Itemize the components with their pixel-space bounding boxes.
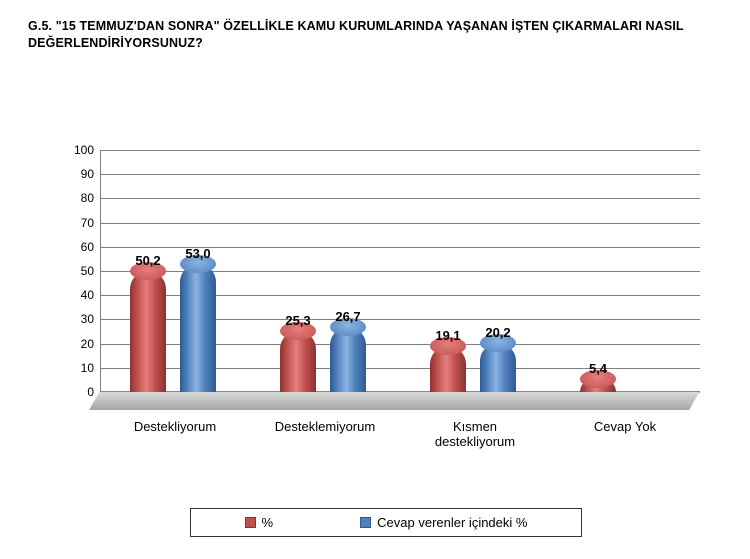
y-tick: 0: [87, 385, 94, 399]
y-tick: 80: [81, 191, 94, 205]
chart-title: G.5. "15 TEMMUZ'DAN SONRA" ÖZELLİKLE KAM…: [28, 18, 722, 52]
legend-swatch-1: [360, 517, 371, 528]
y-tick: 100: [74, 143, 94, 157]
bar-value-label: 19,1: [435, 328, 460, 343]
y-tick: 30: [81, 312, 94, 326]
y-tick: 20: [81, 337, 94, 351]
y-axis: 0102030405060708090100: [60, 150, 100, 410]
legend: % Cevap verenler içindeki %: [190, 508, 582, 537]
bar-value-label: 5,4: [589, 361, 607, 376]
legend-item-0: %: [245, 515, 274, 530]
y-tick: 40: [81, 288, 94, 302]
bar-chart: 0102030405060708090100 50,253,025,326,71…: [60, 150, 700, 410]
bar: 19,1: [430, 346, 466, 392]
grid-floor: [89, 391, 700, 410]
x-tick-label: Destekliyorum: [100, 420, 250, 435]
x-tick-label: Desteklemiyorum: [250, 420, 400, 435]
bar: 50,2: [130, 271, 166, 392]
bar-value-label: 25,3: [285, 313, 310, 328]
bar: 25,3: [280, 331, 316, 392]
y-tick: 90: [81, 167, 94, 181]
bars-container: 50,2 53,0 25,3 26,7 19,1 20,2 5,4: [100, 150, 700, 392]
bar-value-label: 53,0: [185, 246, 210, 261]
plot-area: 0102030405060708090100 50,253,025,326,71…: [60, 150, 700, 410]
x-tick-label: Cevap Yok: [550, 420, 700, 435]
bar-value-label: 20,2: [485, 325, 510, 340]
bar-value-label: 26,7: [335, 309, 360, 324]
y-tick: 70: [81, 216, 94, 230]
y-tick: 60: [81, 240, 94, 254]
page: G.5. "15 TEMMUZ'DAN SONRA" ÖZELLİKLE KAM…: [0, 0, 750, 559]
y-tick: 10: [81, 361, 94, 375]
bar: 26,7: [330, 327, 366, 392]
bar: 53,0: [180, 264, 216, 392]
x-tick-label: Kısmendestekliyorum: [400, 420, 550, 450]
bar: 20,2: [480, 343, 516, 392]
legend-swatch-0: [245, 517, 256, 528]
y-tick: 50: [81, 264, 94, 278]
bar-value-label: 50,2: [135, 253, 160, 268]
legend-label-1: Cevap verenler içindeki %: [377, 515, 527, 530]
legend-item-1: Cevap verenler içindeki %: [360, 515, 527, 530]
legend-label-0: %: [262, 515, 274, 530]
bar: 5,4: [580, 379, 616, 392]
